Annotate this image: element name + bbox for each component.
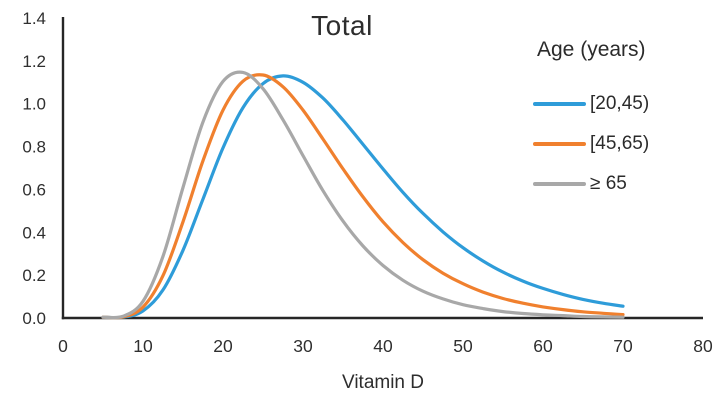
curve-series-2 xyxy=(101,70,625,320)
x-axis-tick-label: 50 xyxy=(453,336,473,356)
legend-line-swatch xyxy=(533,142,586,146)
chart-title: Total xyxy=(311,10,373,41)
x-axis-tick-label: 20 xyxy=(213,336,233,356)
x-axis-title: Vitamin D xyxy=(341,372,424,393)
x-axis-tick-label: 0 xyxy=(58,336,68,356)
y-axis-tick-label: 0.4 xyxy=(22,223,46,242)
y-axis-tick-label: 1.0 xyxy=(22,95,46,114)
y-axis-tick-label: 0.8 xyxy=(22,138,46,157)
legend-item: [20,45) xyxy=(533,93,650,114)
legend-line-swatch xyxy=(533,182,586,186)
legend-item: [45,65) xyxy=(533,133,650,154)
y-axis-tick-label: 0.0 xyxy=(22,309,46,328)
x-axis-tick-label: 40 xyxy=(373,336,393,356)
legend-label: ≥ 65 xyxy=(590,173,627,194)
legend-item: ≥ 65 xyxy=(533,173,627,194)
x-axis-tick-label: 70 xyxy=(613,336,633,356)
legend-title: Age (years) xyxy=(537,38,646,61)
curve-series-1 xyxy=(101,73,625,320)
x-axis-tick-label: 80 xyxy=(693,336,713,356)
y-axis-tick-label: 1.4 xyxy=(22,9,46,28)
y-axis-tick-label: 0.6 xyxy=(22,180,46,199)
y-axis-tick-label: 1.2 xyxy=(22,52,46,71)
curve-series-0 xyxy=(101,74,625,320)
legend-label: [20,45) xyxy=(590,93,650,114)
legend: Age (years) [20,45) [45,65) ≥ 65 xyxy=(533,38,718,194)
y-axis-tick-label: 0.2 xyxy=(22,266,46,285)
legend-label: [45,65) xyxy=(590,133,650,154)
x-axis-tick-label: 60 xyxy=(533,336,553,356)
x-axis-tick-label: 10 xyxy=(133,336,153,356)
legend-line-swatch xyxy=(533,102,586,106)
x-axis-tick-label: 30 xyxy=(293,336,313,356)
